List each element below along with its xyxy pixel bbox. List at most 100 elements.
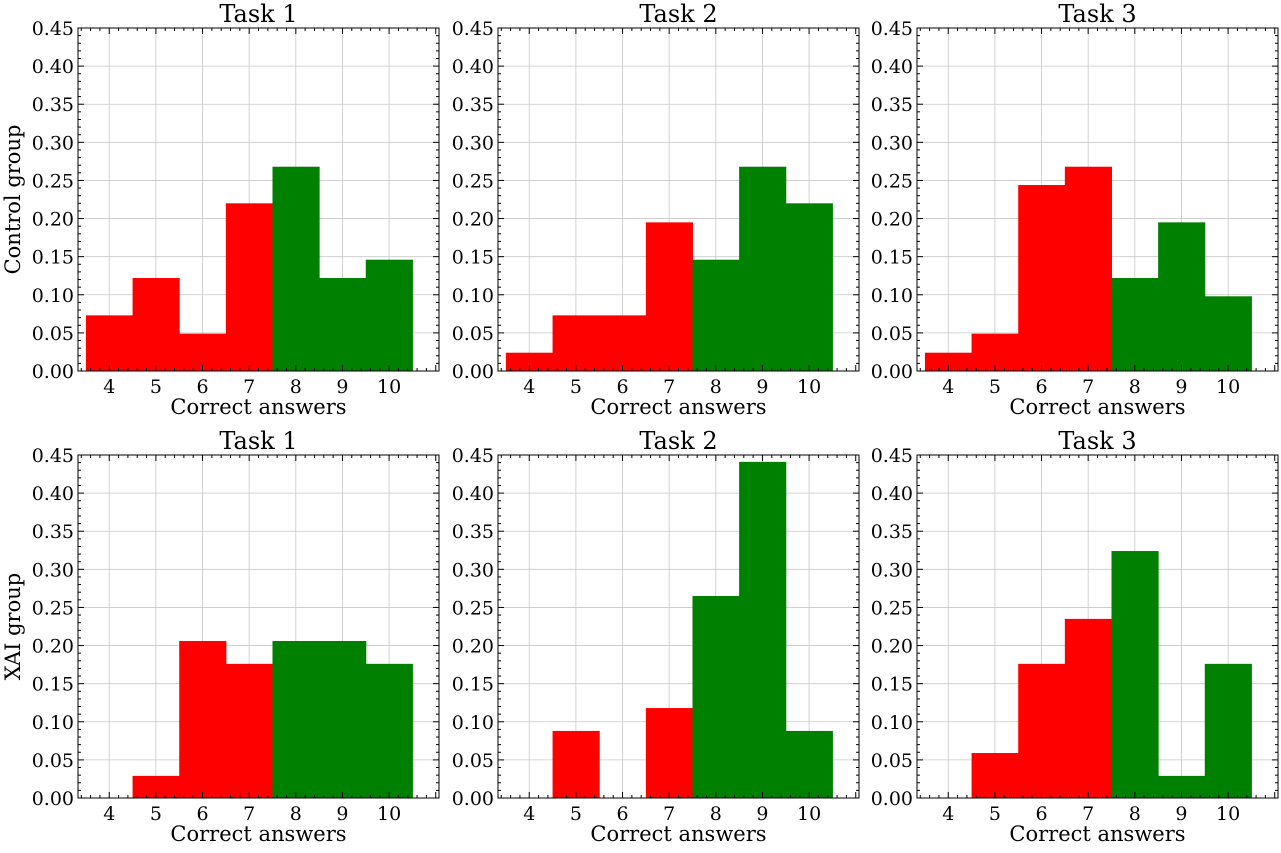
y-tick-label: 0.00 <box>32 361 74 383</box>
y-tick-label: 0.30 <box>871 559 913 581</box>
bar-7 <box>1064 166 1112 371</box>
x-tick-label: 8 <box>290 376 302 398</box>
y-tick-label: 0.35 <box>871 94 913 116</box>
y-tick-label: 0.25 <box>871 597 913 619</box>
y-tick-label: 0.20 <box>452 209 494 231</box>
y-tick-label: 0.00 <box>871 788 913 810</box>
x-tick-label: 7 <box>663 803 675 825</box>
y-tick-label: 0.10 <box>871 712 913 734</box>
x-tick-label: 6 <box>196 803 208 825</box>
y-tick-label: 0.10 <box>452 712 494 734</box>
x-tick-label: 6 <box>616 376 628 398</box>
y-tick-label: 0.20 <box>32 209 74 231</box>
y-tick-label: 0.10 <box>452 285 494 307</box>
panel-title: Task 3 <box>1058 427 1136 455</box>
bar-10 <box>1204 296 1252 371</box>
x-tick-label: 7 <box>243 376 255 398</box>
y-tick-label: 0.40 <box>32 56 74 78</box>
y-tick-label: 0.35 <box>452 521 494 543</box>
bar-5 <box>971 753 1019 798</box>
y-tick-label: 0.30 <box>452 132 494 154</box>
y-tick-label: 0.25 <box>452 170 494 192</box>
panel-title: Task 2 <box>639 0 717 28</box>
x-tick-label: 7 <box>243 803 255 825</box>
x-tick-label: 8 <box>710 803 722 825</box>
y-axis-title: XAI group <box>1 573 25 680</box>
x-tick-label: 5 <box>570 803 582 825</box>
x-tick-label: 4 <box>103 376 115 398</box>
y-tick-label: 0.00 <box>452 788 494 810</box>
bar-4 <box>924 352 973 371</box>
bar-9 <box>1158 775 1206 798</box>
x-tick-label: 8 <box>1129 803 1141 825</box>
x-axis-title: Correct answers <box>590 395 766 419</box>
bar-7 <box>645 222 693 371</box>
y-axis-title: Control group <box>1 125 25 275</box>
bar-5 <box>132 278 180 371</box>
panel-title: Task 3 <box>1058 0 1136 28</box>
x-tick-label: 5 <box>989 376 1001 398</box>
y-tick-label: 0.20 <box>871 636 913 658</box>
y-tick-label: 0.15 <box>871 674 913 696</box>
bar-8 <box>1111 551 1159 798</box>
y-tick-label: 0.30 <box>452 559 494 581</box>
x-tick-label: 7 <box>1082 803 1094 825</box>
bar-5 <box>552 315 600 371</box>
y-tick-label: 0.25 <box>871 170 913 192</box>
x-tick-label: 5 <box>150 376 162 398</box>
x-tick-label: 10 <box>797 803 821 825</box>
y-tick-label: 0.30 <box>32 132 74 154</box>
bar-8 <box>272 166 320 371</box>
bar-10 <box>1204 663 1252 798</box>
x-tick-label: 4 <box>523 376 535 398</box>
y-tick-label: 0.35 <box>32 94 74 116</box>
chart-panel-2: 0.00 0.05 0.10 0.15 0.20 0.25 0.30 0.35 0.40 0.45… <box>452 0 860 419</box>
x-tick-label: 9 <box>1175 803 1187 825</box>
y-tick-label: 0.45 <box>32 445 74 467</box>
bar-9 <box>739 461 787 798</box>
bar-5 <box>132 775 180 798</box>
chart-panel-6: 0.00 0.05 0.10 0.15 0.20 0.25 0.30 0.35 0.40 0.45… <box>871 427 1279 846</box>
y-tick-label: 0.35 <box>452 94 494 116</box>
x-tick-label: 5 <box>989 803 1001 825</box>
y-tick-label: 0.15 <box>32 247 74 269</box>
x-tick-label: 5 <box>150 803 162 825</box>
x-tick-label: 6 <box>1035 803 1047 825</box>
y-tick-label: 0.00 <box>32 788 74 810</box>
x-tick-label: 9 <box>1175 376 1187 398</box>
y-tick-label: 0.45 <box>32 18 74 40</box>
y-tick-label: 0.45 <box>452 18 494 40</box>
bar-8 <box>692 259 740 371</box>
bar-7 <box>645 708 693 798</box>
x-tick-label: 8 <box>710 376 722 398</box>
y-tick-label: 0.30 <box>871 132 913 154</box>
x-tick-label: 6 <box>616 803 628 825</box>
y-tick-label: 0.40 <box>32 483 74 505</box>
x-tick-label: 6 <box>1035 376 1047 398</box>
x-tick-label: 8 <box>290 803 302 825</box>
bar-8 <box>272 640 320 798</box>
x-tick-label: 10 <box>377 376 401 398</box>
bar-6 <box>599 315 647 371</box>
bar-10 <box>365 259 413 371</box>
x-tick-label: 10 <box>1216 803 1240 825</box>
y-tick-label: 0.45 <box>871 18 913 40</box>
x-axis-title: Correct answers <box>170 395 346 419</box>
y-tick-label: 0.25 <box>452 597 494 619</box>
x-tick-label: 9 <box>336 803 348 825</box>
bar-9 <box>739 166 787 371</box>
bar-4 <box>505 352 554 371</box>
bar-9 <box>319 640 367 798</box>
chart-panel-5: 0.00 0.05 0.10 0.15 0.20 0.25 0.30 0.35 0.40 0.45… <box>452 427 860 846</box>
x-tick-label: 7 <box>1082 376 1094 398</box>
panel-title: Task 2 <box>639 427 717 455</box>
y-tick-label: 0.45 <box>452 445 494 467</box>
y-tick-label: 0.20 <box>452 636 494 658</box>
x-axis-title: Correct answers <box>170 822 346 846</box>
y-tick-label: 0.05 <box>452 750 494 772</box>
bar-9 <box>1158 222 1206 371</box>
x-tick-label: 4 <box>942 803 954 825</box>
bar-6 <box>179 640 227 798</box>
x-tick-label: 9 <box>756 803 768 825</box>
